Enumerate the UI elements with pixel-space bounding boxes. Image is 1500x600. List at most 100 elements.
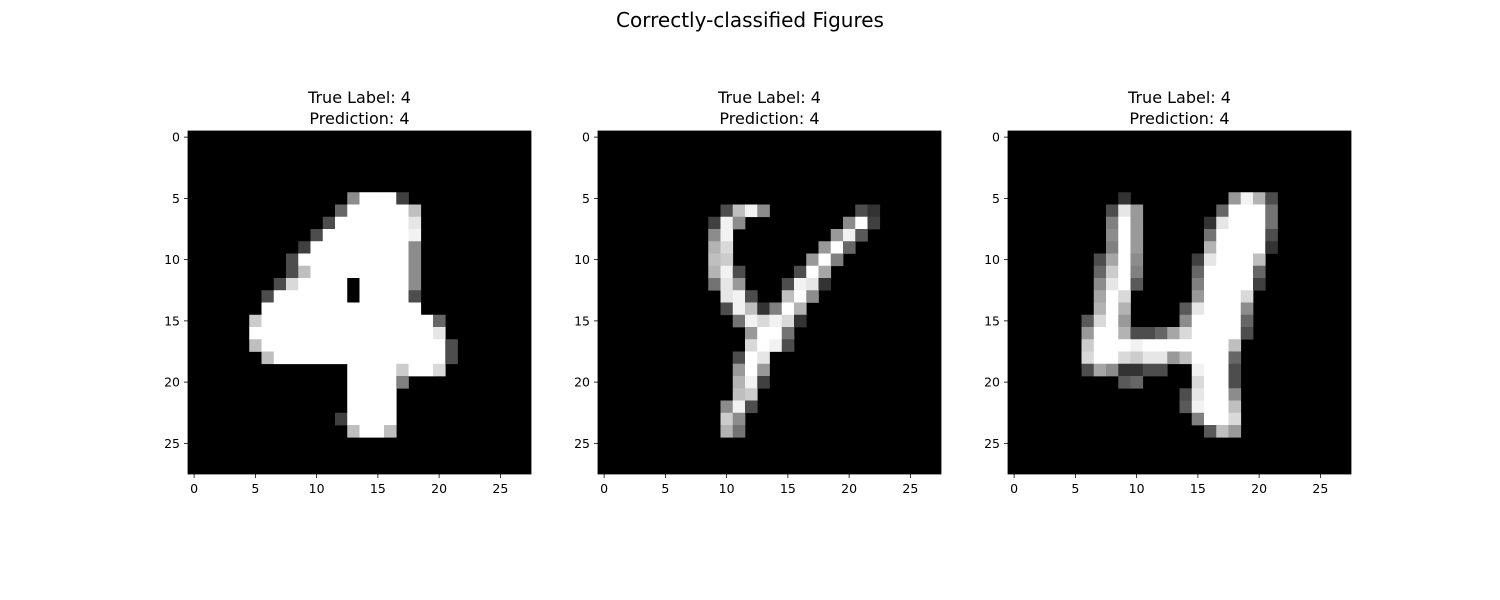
pixel-cell <box>322 241 336 254</box>
pixel-cell <box>1204 400 1217 414</box>
pixel-cell <box>1118 278 1131 291</box>
pixel-cell <box>384 290 397 303</box>
pixel-cell <box>843 216 856 230</box>
pixel-cell <box>1118 229 1131 242</box>
pixel-cell <box>359 229 373 242</box>
pixel-cell <box>781 278 795 291</box>
pixel-cell <box>1093 253 1107 267</box>
pixel-cell <box>359 265 373 279</box>
pixel-cell <box>1191 388 1205 401</box>
pixel-cell <box>371 400 385 414</box>
y-tick-label: 15 <box>574 313 590 328</box>
pixel-cell <box>781 339 795 352</box>
pixel-cell <box>396 216 409 230</box>
pixel-cell <box>732 351 746 365</box>
pixel-cell <box>322 265 336 279</box>
pixel-cell <box>1204 412 1217 426</box>
pixel-cell <box>732 363 746 377</box>
pixel-cell <box>322 351 336 365</box>
pixel-cell <box>298 339 311 352</box>
pixel-cell <box>1106 204 1119 218</box>
pixel-cell <box>1204 363 1217 377</box>
pixel-cell <box>818 253 832 267</box>
pixel-cell <box>1253 241 1266 254</box>
pixel-cell <box>347 388 360 401</box>
y-tick-label: 25 <box>164 436 180 451</box>
pixel-cell <box>1167 327 1180 340</box>
pixel-cell <box>249 339 262 352</box>
pixel-cell <box>1118 204 1131 218</box>
pixel-cell <box>1204 302 1217 316</box>
pixel-cell <box>384 241 397 254</box>
pixel-cell <box>408 351 422 365</box>
pixel-cell <box>359 376 373 389</box>
y-tick-label: 15 <box>984 313 1000 328</box>
pixel-cell <box>1106 363 1119 377</box>
pixel-cell <box>335 204 348 218</box>
pixel-cell <box>384 192 397 205</box>
pixel-cell <box>1130 229 1144 242</box>
pixel-cell <box>1253 265 1266 279</box>
pixel-cell <box>1118 265 1131 279</box>
pixel-cell <box>408 339 422 352</box>
pixel-cell <box>347 229 360 242</box>
pixel-cell <box>1081 339 1095 352</box>
pixel-cell <box>445 351 458 365</box>
pixel-cell <box>396 339 409 352</box>
pixel-cell <box>347 400 360 414</box>
x-tick-label: 0 <box>600 481 608 496</box>
y-tick-label: 0 <box>582 130 590 145</box>
pixel-cell <box>1240 192 1254 205</box>
pixel-cell <box>1228 290 1242 303</box>
pixel-cell <box>1130 363 1144 377</box>
pixel-cell <box>1106 253 1119 267</box>
pixel-cell <box>720 204 734 218</box>
pixel-cell <box>1204 216 1217 230</box>
pixel-cell <box>359 216 373 230</box>
pixel-cell <box>1142 339 1156 352</box>
pixel-cell <box>335 265 348 279</box>
pixel-cell <box>1228 314 1242 328</box>
pixel-cell <box>1228 229 1242 242</box>
pixel-cell <box>1191 265 1205 279</box>
pixel-cell <box>335 229 348 242</box>
pixel-cell <box>1228 339 1242 352</box>
pixel-cell <box>745 314 758 328</box>
pixel-cell <box>359 327 373 340</box>
pixel-cell <box>286 302 299 316</box>
x-tick-label: 15 <box>780 481 796 496</box>
pixel-cell <box>830 229 844 242</box>
pixel-cell <box>335 302 348 316</box>
pixel-cell <box>1265 229 1278 242</box>
pixel-cell <box>1191 339 1205 352</box>
pixel-cell <box>1240 253 1254 267</box>
pixel-cell <box>1081 327 1095 340</box>
pixel-cell <box>1204 327 1217 340</box>
pixel-cell <box>867 204 881 218</box>
pixel-cell <box>1265 216 1278 230</box>
pixel-cell <box>273 290 287 303</box>
pixel-cell <box>384 388 397 401</box>
pixel-cell <box>1130 253 1144 267</box>
pixel-cell <box>794 314 807 328</box>
pixel-cell <box>769 302 783 316</box>
pixel-cell <box>1191 253 1205 267</box>
pixel-cell <box>359 339 373 352</box>
pixel-cell <box>384 351 397 365</box>
pixel-cell <box>359 351 373 365</box>
pixel-cell <box>1216 327 1229 340</box>
pixel-cell <box>298 253 311 267</box>
pixel-cell <box>732 388 746 401</box>
pixel-cell <box>322 290 336 303</box>
pixel-cell <box>1118 216 1131 230</box>
pixel-cell <box>1228 400 1242 414</box>
pixel-cell <box>298 327 311 340</box>
pixel-cell <box>720 216 734 230</box>
pixel-cell <box>1191 314 1205 328</box>
pixel-cell <box>1106 216 1119 230</box>
pixel-cell <box>1106 351 1119 365</box>
pixel-cell <box>261 351 275 365</box>
pixel-cell <box>1093 278 1107 291</box>
pixel-cell <box>1240 302 1254 316</box>
